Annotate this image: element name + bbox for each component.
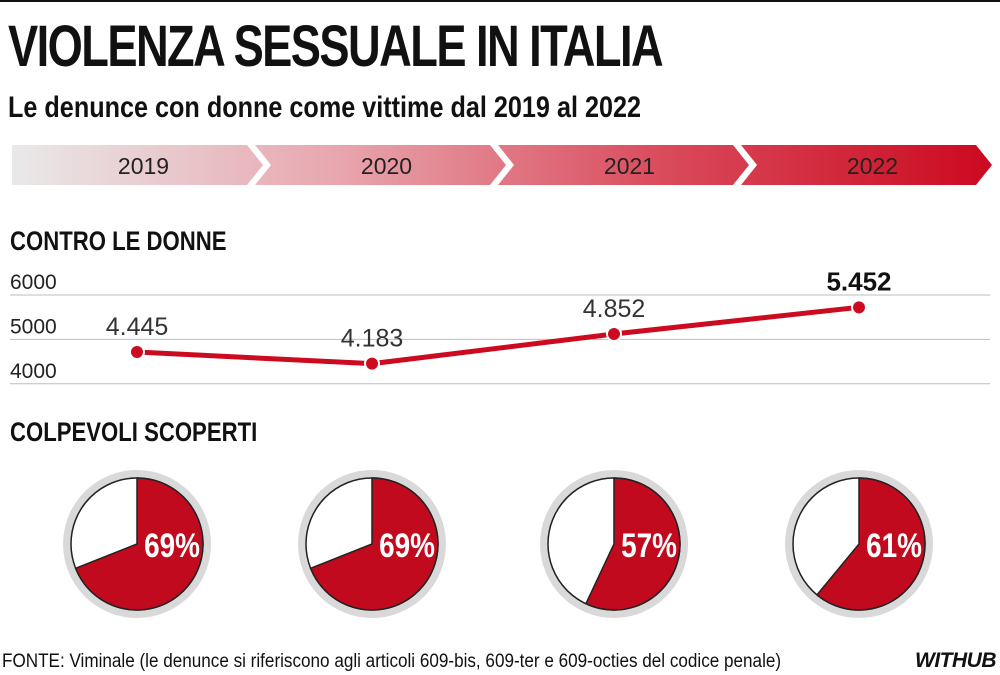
timeline-year-2019: 2019: [118, 153, 169, 179]
source-note: FONTE: Viminale (le denunce si riferisco…: [2, 651, 782, 672]
timeline-segment-2021: [498, 145, 749, 185]
timeline-segment-2019: [12, 145, 263, 185]
pie-filled-slice: [309, 477, 439, 611]
data-point-2019: [129, 344, 145, 361]
pie-section-title: COLPEVOLI SCOPERTI: [10, 417, 258, 447]
series-line: [134, 304, 862, 367]
line-section-title: CONTRO LE DONNE: [10, 226, 227, 256]
data-label-2021: 4.852: [583, 295, 646, 323]
pie-label-2020: 69%: [379, 526, 435, 564]
y-tick-4000: 4000: [10, 360, 57, 383]
pie-2022: 61%: [785, 470, 933, 618]
data-label-2019: 4.445: [106, 313, 169, 341]
pie-filled-slice: [584, 477, 681, 611]
timeline-year-2020: 2020: [361, 153, 412, 179]
data-point-2022: [851, 299, 867, 316]
timeline-arrow-bar: 2019 2020 2021 2022: [12, 145, 992, 185]
pie-filled-slice: [74, 477, 204, 611]
timeline-year-2022: 2022: [847, 153, 898, 179]
data-label-2022: 5.452: [826, 266, 891, 296]
pie-chart-row: 69% 69% 57% 61%: [63, 470, 933, 618]
withub-logo: WITHUB: [915, 649, 996, 672]
timeline-segment-2020: [255, 145, 506, 185]
pie-label-2019: 69%: [144, 526, 200, 564]
pie-label-2021: 57%: [621, 526, 677, 564]
timeline-segment-2022: [741, 145, 992, 185]
pie-2019: 69%: [63, 470, 211, 618]
data-point-2020: [364, 355, 380, 372]
top-rule: [0, 0, 1000, 2]
page-title: VIOLENZA SESSUALE IN ITALIA: [8, 14, 664, 79]
line-chart: 6000 5000 4000 4.445 4.183 4.852 5.452: [10, 266, 990, 385]
y-tick-5000: 5000: [10, 315, 57, 338]
timeline-year-2021: 2021: [604, 153, 655, 179]
page-subtitle: Le denunce con donne come vittime dal 20…: [8, 91, 642, 124]
pie-2020: 69%: [298, 470, 446, 618]
pie-label-2022: 61%: [866, 526, 922, 564]
data-label-2020: 4.183: [341, 325, 404, 353]
data-point-2021: [606, 325, 622, 342]
y-tick-6000: 6000: [10, 271, 57, 294]
pie-filled-slice: [815, 477, 926, 611]
pie-2021: 57%: [540, 470, 688, 618]
